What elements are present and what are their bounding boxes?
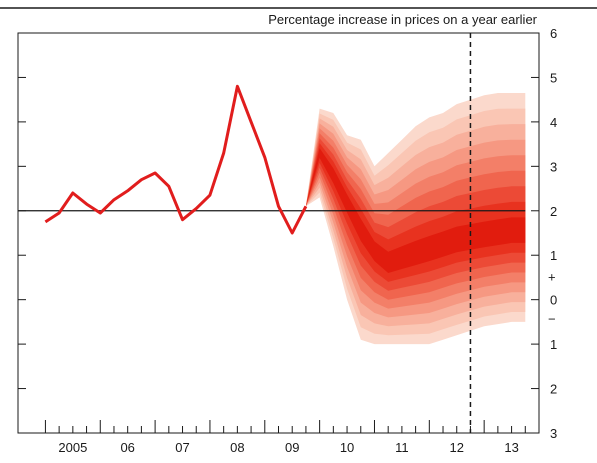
x-ticks: 2005 06 07 08 09 10 11 12 13 — [44, 420, 526, 455]
y-tick-label: 2 — [550, 204, 557, 219]
chart-title: Percentage increase in prices on a year … — [268, 12, 537, 27]
y-tick-label: 2 — [550, 382, 557, 397]
x-tick-label: 09 — [285, 440, 299, 455]
x-tick-label: 08 — [230, 440, 244, 455]
x-tick-label: 10 — [340, 440, 354, 455]
x-tick-label: 07 — [175, 440, 189, 455]
y-tick-label: 3 — [550, 159, 557, 174]
y-tick-label: 1 — [550, 248, 557, 263]
plus-sign: + — [548, 269, 556, 284]
x-tick-label: 12 — [450, 440, 464, 455]
y-tick-label: 0 — [550, 293, 557, 308]
x-tick-label: 2005 — [58, 440, 87, 455]
y-tick-label: 3 — [550, 426, 557, 441]
y-tick-label: 5 — [550, 70, 557, 85]
series-layer — [44, 84, 308, 235]
fan-bands — [305, 93, 526, 345]
y-ticks: 6 5 4 3 2 1 0 1 2 3 — [18, 26, 557, 441]
x-tick-label: 13 — [504, 440, 518, 455]
x-tick-label: 06 — [120, 440, 134, 455]
y-tick-label: 1 — [550, 337, 557, 352]
y-tick-label: 6 — [550, 26, 557, 41]
y-tick-label: 4 — [550, 115, 557, 130]
minus-sign: − — [548, 312, 556, 327]
series-line-1 — [44, 84, 308, 235]
x-tick-label: 11 — [395, 440, 409, 455]
